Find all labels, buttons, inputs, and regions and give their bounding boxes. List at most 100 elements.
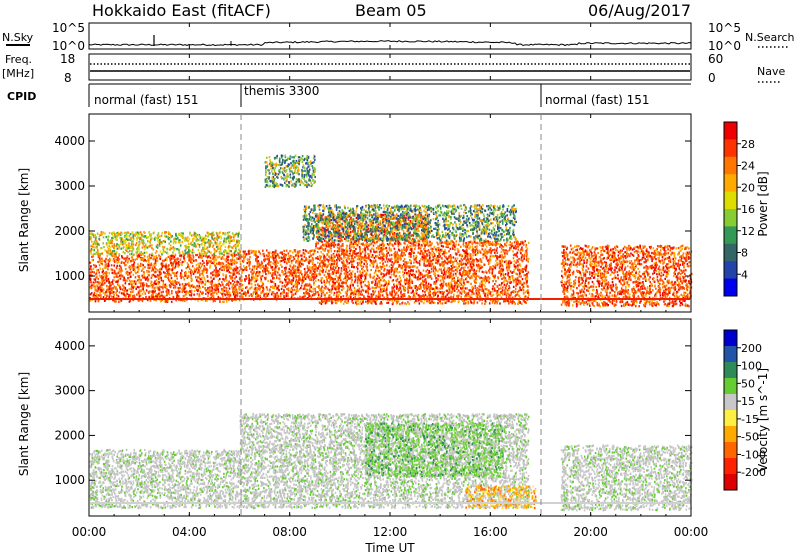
power-cell: [165, 301, 167, 303]
power-cell: [218, 291, 220, 293]
power-cell: [123, 258, 125, 260]
power-cell: [298, 282, 300, 284]
power-cell: [386, 288, 388, 290]
power-cell: [321, 303, 323, 305]
freq-panel: Freq. [MHz] 18 8 60 0 Nave: [2, 52, 785, 85]
power-cell: [398, 300, 400, 302]
power-cell: [205, 287, 207, 289]
power-cell: [221, 293, 223, 295]
power-cell: [396, 286, 398, 288]
power-cell: [110, 239, 112, 241]
power-cell: [256, 278, 258, 280]
power-cell: [416, 271, 418, 273]
power-cell: [211, 237, 213, 239]
power-cell: [106, 244, 108, 246]
power-cell: [285, 286, 287, 288]
power-cell: [99, 268, 101, 270]
power-cell: [155, 286, 157, 288]
power-cell: [132, 247, 134, 249]
power-cell: [173, 240, 175, 242]
power-cell: [146, 283, 148, 285]
power-cell: [186, 267, 188, 269]
power-cell: [188, 276, 190, 278]
power-cell: [216, 246, 218, 248]
power-cell: [256, 271, 258, 273]
power-cell: [198, 249, 200, 251]
power-cell: [96, 272, 98, 274]
power-cell: [119, 286, 121, 288]
power-cell: [160, 251, 162, 253]
power-cell: [224, 259, 226, 261]
power-cell: [358, 252, 360, 254]
power-cell: [135, 244, 137, 246]
power-cell: [234, 273, 236, 275]
power-cell: [161, 235, 163, 237]
power-cell: [209, 267, 211, 269]
power-cell: [298, 262, 300, 264]
power-cell: [93, 283, 95, 285]
power-cell: [425, 256, 427, 258]
power-cell: [232, 259, 234, 261]
power-cell: [202, 260, 204, 262]
power-cell: [262, 290, 264, 292]
power-cell: [221, 258, 223, 260]
power-cell: [207, 295, 209, 297]
power-cell: [332, 257, 334, 259]
power-cell: [269, 289, 271, 291]
power-cell: [364, 284, 366, 286]
power-cell: [233, 259, 235, 261]
power-cell: [390, 276, 392, 278]
power-cell: [278, 268, 280, 270]
power-cell: [333, 294, 335, 296]
power-cell: [375, 295, 377, 297]
power-cell: [387, 269, 389, 271]
power-cell: [159, 235, 161, 237]
power-cell: [174, 275, 176, 277]
power-cell: [197, 290, 199, 292]
power-cell: [223, 232, 225, 234]
power-cell: [153, 282, 155, 284]
power-cell: [199, 277, 201, 279]
power-cell: [225, 233, 227, 235]
power-cell: [382, 291, 384, 293]
power-cell: [389, 291, 391, 293]
power-cell: [291, 279, 293, 281]
power-cell: [367, 295, 369, 297]
power-cell: [228, 280, 230, 282]
power-cell: [278, 256, 280, 258]
power-cell: [379, 270, 381, 272]
power-cell: [313, 265, 315, 267]
power-cell: [115, 292, 117, 294]
power-cell: [424, 292, 426, 294]
power-cell: [249, 268, 251, 270]
power-cell: [422, 258, 424, 260]
power-cell: [137, 271, 139, 273]
power-cell: [313, 279, 315, 281]
power-cell: [239, 295, 241, 297]
power-cell: [193, 251, 195, 253]
power-cell: [212, 271, 214, 273]
power-cell: [409, 245, 411, 247]
power-cell: [395, 294, 397, 296]
power-cell: [153, 248, 155, 250]
power-cell: [338, 283, 340, 285]
power-cell: [234, 277, 236, 279]
power-cell: [270, 286, 272, 288]
power-cell: [126, 296, 128, 298]
power-cell: [416, 255, 418, 257]
power-cell: [211, 287, 213, 289]
power-cell: [290, 289, 292, 291]
power-cell: [319, 302, 321, 304]
power-cell: [374, 279, 376, 281]
power-cell: [161, 294, 163, 296]
power-cell: [111, 242, 113, 244]
power-cell: [118, 284, 120, 286]
power-cell: [394, 291, 396, 293]
power-cell: [349, 250, 351, 252]
power-cell: [137, 232, 139, 234]
power-cell: [178, 287, 180, 289]
power-cell: [291, 270, 293, 272]
power-cell: [345, 275, 347, 277]
power-cell: [294, 289, 296, 291]
power-cell: [138, 266, 140, 268]
